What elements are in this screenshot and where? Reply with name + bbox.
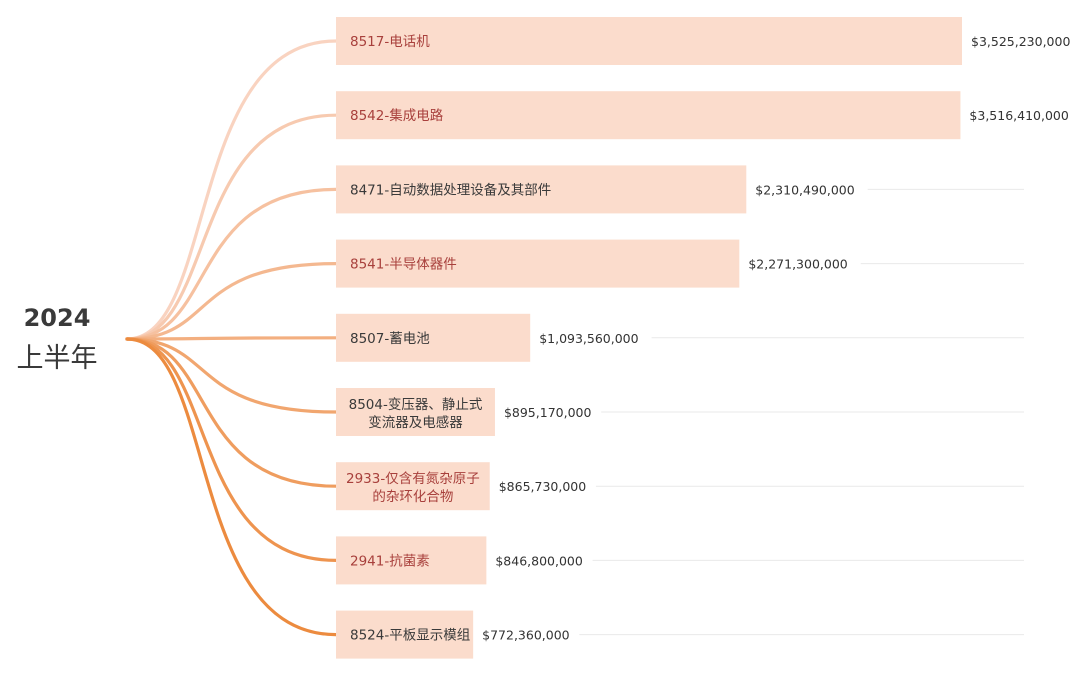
bar-value-label: $2,271,300,000 xyxy=(748,257,847,272)
bar-value-label: $846,800,000 xyxy=(495,553,583,568)
bar-value-label: $3,525,230,000 xyxy=(971,34,1070,49)
bar xyxy=(336,462,490,511)
bar xyxy=(336,17,962,65)
bar-category-label: 8517-电话机 xyxy=(350,34,430,50)
bar-category-label: 8471-自动数据处理设备及其部件 xyxy=(350,181,551,198)
root-period-label: 上半年 xyxy=(16,343,98,374)
bar-category-label: 8542-集成电路 xyxy=(350,108,444,124)
connector-curve xyxy=(125,336,338,341)
bar-value-label: $895,170,000 xyxy=(504,405,592,420)
bar-category-label-line: 8504-变压器、静止式 xyxy=(349,397,483,413)
bar xyxy=(336,91,961,140)
bar xyxy=(336,610,474,659)
bar-category-label: 8541-半导体器件 xyxy=(350,257,457,273)
bar xyxy=(336,536,487,585)
bar-category-label: 8524-平板显示模组 xyxy=(350,628,470,644)
connector-curves xyxy=(125,39,338,637)
connector-curve xyxy=(125,337,338,414)
root-year-label: 2024 xyxy=(23,304,91,332)
bar xyxy=(336,239,740,288)
bar-value-label: $865,730,000 xyxy=(499,479,587,494)
bar-value-label: $1,093,560,000 xyxy=(539,331,638,346)
connector-curve xyxy=(125,39,338,341)
connector-curve xyxy=(125,337,338,637)
bar-category-label-line: 的杂环化合物 xyxy=(372,489,453,505)
bar-category-label: 2941-抗菌素 xyxy=(350,553,430,569)
gridlines xyxy=(579,188,1024,636)
connector-curve xyxy=(125,262,338,341)
bar-value-label: $3,516,410,000 xyxy=(969,108,1068,123)
bar-category-label: 8504-变压器、静止式变流器及电感器 xyxy=(349,397,483,431)
connector-curve xyxy=(125,337,338,562)
bar xyxy=(336,165,747,214)
connector-curve xyxy=(125,337,338,488)
bar-category-label: 2933-仅含有氮杂原子的杂环化合物 xyxy=(346,471,480,505)
bar-category-label-line: 变流器及电感器 xyxy=(368,414,463,431)
bars: 8517-电话机 $3,525,230,000 8542-集成电路 $3,516,41… xyxy=(336,17,1070,659)
bar xyxy=(336,388,495,436)
bar-value-label: $772,360,000 xyxy=(482,628,570,643)
bar xyxy=(336,313,531,362)
bar-category-label-line: 2933-仅含有氮杂原子 xyxy=(346,471,480,487)
connector-curve xyxy=(125,187,338,341)
bar-category-label: 8507-蓄电池 xyxy=(350,331,430,347)
connector-curve xyxy=(125,113,338,341)
bar-value-label: $2,310,490,000 xyxy=(755,182,854,197)
